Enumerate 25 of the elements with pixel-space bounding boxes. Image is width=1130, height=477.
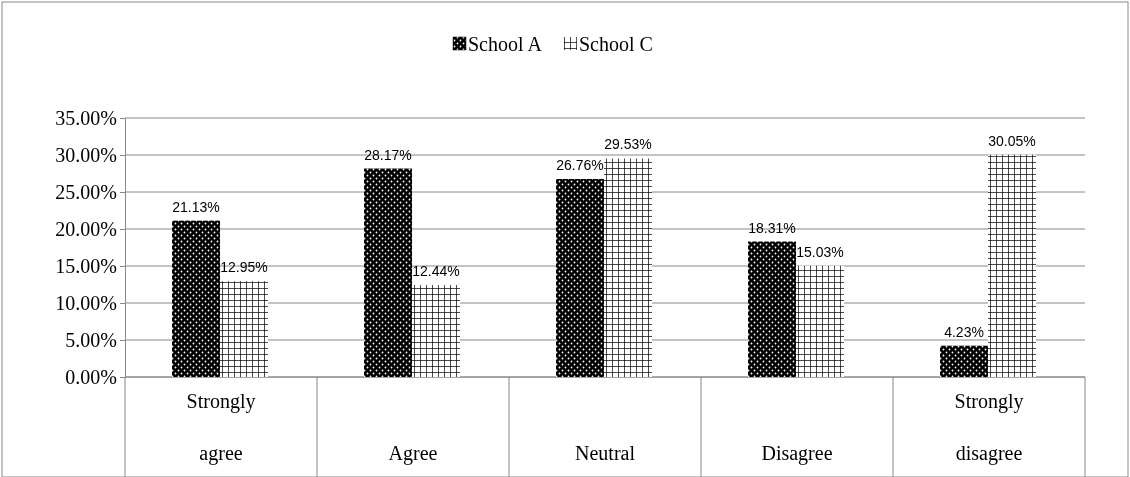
y-tick-label: 0.00% bbox=[65, 365, 117, 388]
legend-label: School A bbox=[468, 33, 543, 55]
y-tick-label: 30.00% bbox=[55, 143, 117, 166]
data-label: 4.23% bbox=[944, 323, 984, 340]
data-label: 15.03% bbox=[796, 243, 844, 260]
category-label: Strongly agree bbox=[186, 390, 256, 464]
y-tick-label: 20.00% bbox=[55, 217, 117, 240]
data-label: 12.44% bbox=[412, 262, 460, 279]
y-tick-label: 35.00% bbox=[55, 106, 117, 129]
y-tick-label: 25.00% bbox=[55, 180, 117, 203]
x-tick-label: Disagree bbox=[761, 442, 833, 465]
y-tick-label: 5.00% bbox=[65, 328, 117, 351]
legend-label: School C bbox=[578, 33, 653, 55]
x-tick-label: Agree bbox=[388, 442, 438, 465]
data-label: 26.76% bbox=[556, 156, 604, 173]
data-label: 28.17% bbox=[364, 146, 412, 163]
y-tick-label: 10.00% bbox=[55, 291, 117, 314]
data-label: 21.13% bbox=[172, 198, 220, 215]
data-label: 30.05% bbox=[988, 132, 1036, 149]
data-label: 18.31% bbox=[748, 219, 796, 236]
x-tick-label: Neutral bbox=[575, 442, 636, 464]
data-label: 29.53% bbox=[604, 136, 652, 153]
category-label: Strongly disagree bbox=[954, 390, 1024, 464]
data-label: 12.95% bbox=[220, 259, 268, 276]
y-tick-label: 15.00% bbox=[55, 254, 117, 277]
